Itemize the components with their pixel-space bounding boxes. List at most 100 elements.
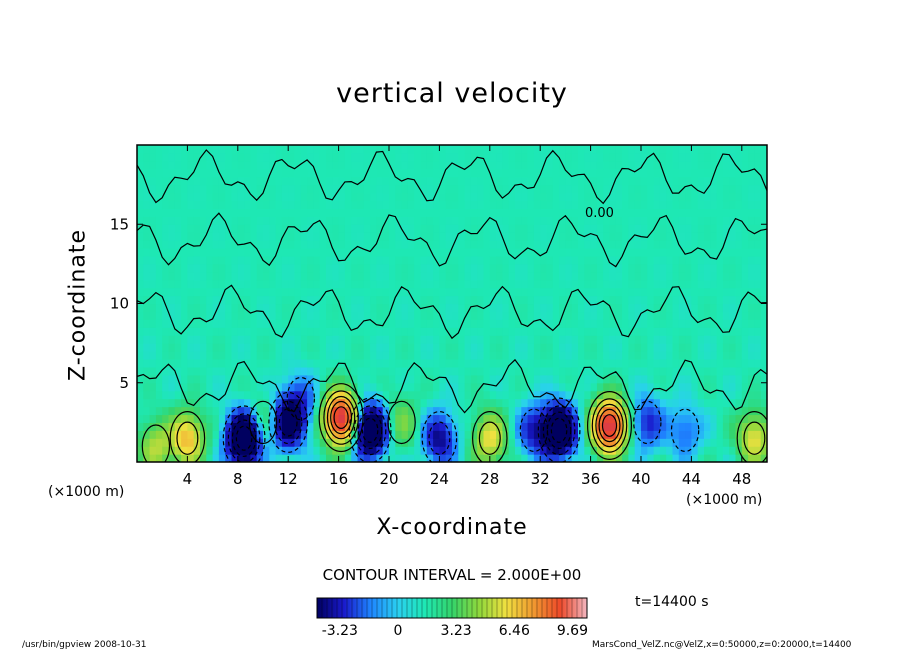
field-cell xyxy=(521,382,529,392)
field-cell xyxy=(319,240,327,249)
field-cell xyxy=(578,382,585,392)
field-cell xyxy=(697,295,705,305)
field-cell xyxy=(622,454,629,462)
field-cell xyxy=(647,382,655,392)
field-cell xyxy=(187,446,195,455)
field-cell xyxy=(332,216,340,225)
field-cell xyxy=(716,374,724,384)
field-cell xyxy=(162,279,170,289)
field-cell xyxy=(351,398,359,408)
field-cell xyxy=(231,184,239,194)
field-cell xyxy=(685,335,692,344)
field-cell xyxy=(571,240,579,249)
field-cell xyxy=(149,303,157,313)
field-cell xyxy=(218,184,226,194)
field-cell xyxy=(483,295,491,305)
field-cell xyxy=(326,406,333,416)
field-cell xyxy=(420,438,428,447)
field-cell xyxy=(722,192,730,202)
field-cell xyxy=(672,414,680,423)
field-cell xyxy=(521,279,529,289)
field-cell xyxy=(546,152,554,162)
field-cell xyxy=(288,358,296,368)
field-cell xyxy=(407,454,415,462)
field-cell xyxy=(754,255,762,265)
field-cell xyxy=(527,200,535,210)
field-cell xyxy=(641,382,648,392)
field-cell xyxy=(704,422,711,431)
field-cell xyxy=(376,374,384,384)
field-cell xyxy=(697,232,705,241)
field-cell xyxy=(237,184,245,194)
field-cell xyxy=(143,192,151,202)
field-cell xyxy=(515,160,522,170)
field-cell xyxy=(149,176,157,186)
field-cell xyxy=(659,422,667,431)
field-cell xyxy=(288,200,296,210)
field-cell xyxy=(571,311,579,320)
field-cell xyxy=(332,255,340,265)
field-cell xyxy=(313,152,321,162)
field-cell xyxy=(691,406,699,416)
field-cell xyxy=(546,430,554,439)
field-cell xyxy=(269,176,277,186)
field-cell xyxy=(515,454,522,462)
field-cell xyxy=(206,200,214,210)
field-cell xyxy=(351,160,359,170)
field-cell xyxy=(659,145,667,154)
footer-command: /usr/bin/gpview 2008-10-31 xyxy=(22,640,147,650)
field-cell xyxy=(596,438,604,447)
field-cell xyxy=(300,255,308,265)
field-cell xyxy=(395,351,403,360)
field-cell xyxy=(407,263,415,273)
field-cell xyxy=(250,248,258,257)
field-cell xyxy=(521,200,529,210)
field-cell xyxy=(622,216,629,225)
field-cell xyxy=(263,176,270,186)
field-cell xyxy=(275,327,283,336)
field-cell xyxy=(332,200,340,210)
field-cell xyxy=(666,216,674,225)
field-cell xyxy=(162,145,170,154)
field-cell xyxy=(376,168,384,178)
field-cell xyxy=(155,255,163,265)
field-cell xyxy=(546,343,554,352)
field-cell xyxy=(200,343,207,352)
field-cell xyxy=(401,263,409,273)
field-cell xyxy=(540,414,548,423)
field-cell xyxy=(464,232,472,241)
field-cell xyxy=(357,248,365,257)
field-cell xyxy=(426,216,434,225)
field-cell xyxy=(344,216,352,225)
field-cell xyxy=(515,216,522,225)
field-cell xyxy=(439,168,447,178)
field-cell xyxy=(508,145,516,154)
field-cell xyxy=(590,311,598,320)
field-cell xyxy=(174,438,182,447)
field-cell xyxy=(420,295,428,305)
field-cell xyxy=(452,430,459,439)
field-cell xyxy=(672,438,680,447)
field-cell xyxy=(401,271,409,281)
field-cell xyxy=(288,422,296,431)
field-cell xyxy=(193,374,201,384)
field-cell xyxy=(149,279,157,289)
field-cell xyxy=(338,287,346,297)
field-cell xyxy=(653,374,661,384)
field-cell xyxy=(678,351,686,360)
field-cell xyxy=(433,319,440,328)
field-cell xyxy=(389,176,396,186)
field-cell xyxy=(533,390,541,400)
field-cell xyxy=(288,351,296,360)
field-cell xyxy=(200,192,207,202)
field-cell xyxy=(162,406,170,416)
field-cell xyxy=(647,422,655,431)
field-cell xyxy=(363,176,371,186)
x-tick-label: 32 xyxy=(531,470,550,488)
field-cell xyxy=(307,176,314,186)
field-cell xyxy=(300,200,308,210)
field-cell xyxy=(439,430,447,439)
field-cell xyxy=(578,176,585,186)
field-cell xyxy=(143,430,151,439)
field-cell xyxy=(193,414,201,423)
